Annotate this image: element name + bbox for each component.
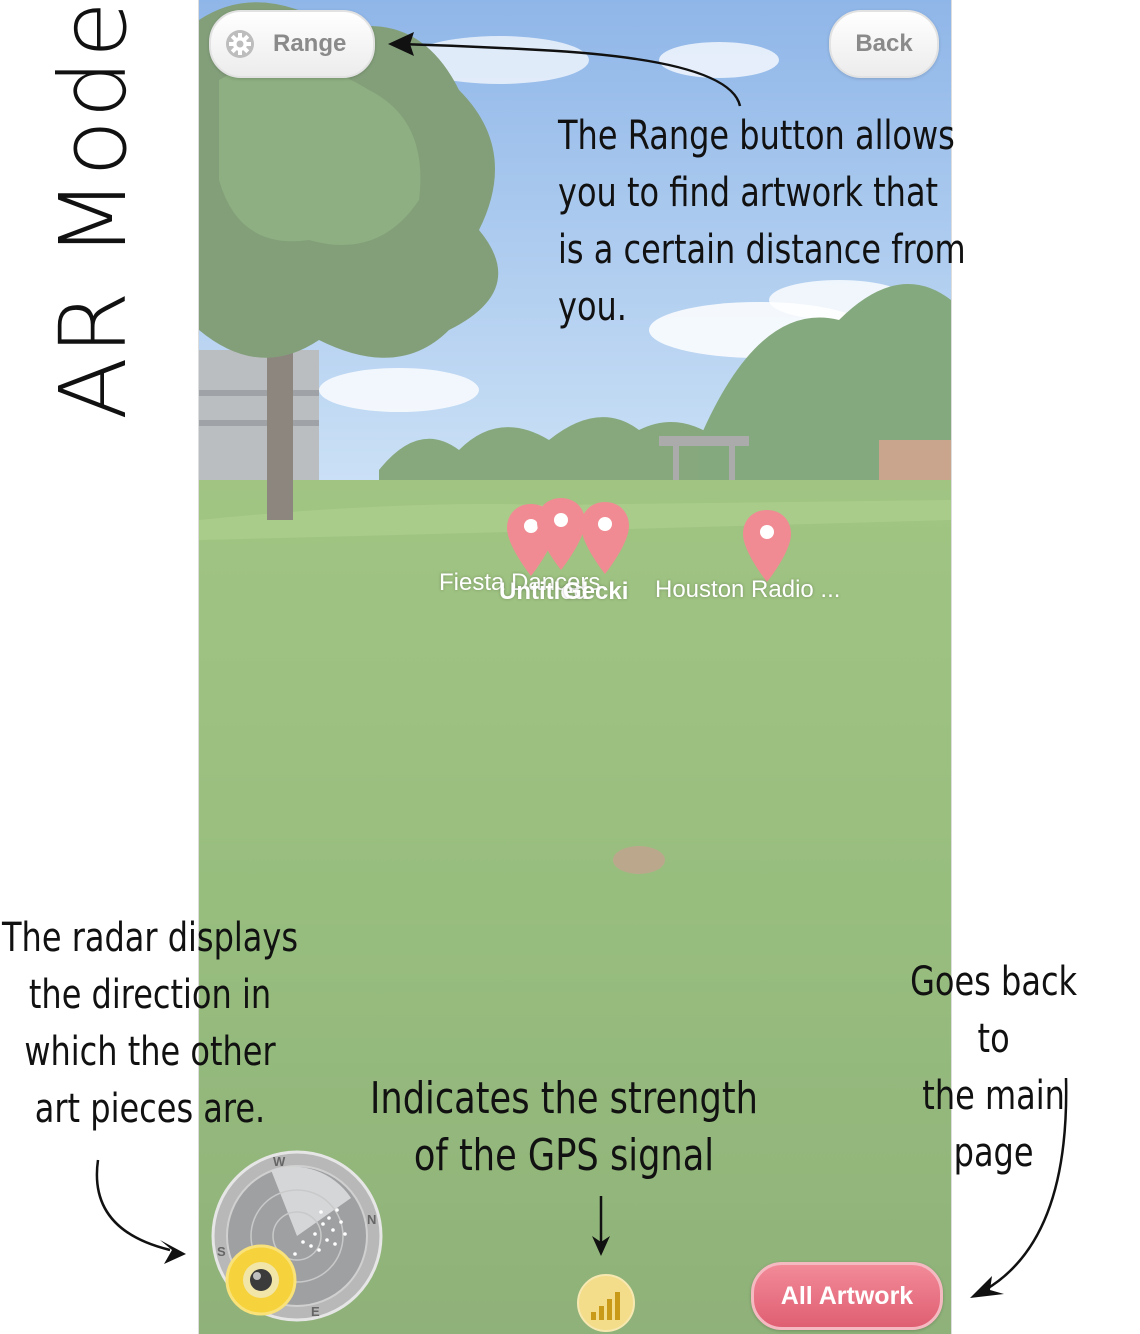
- marker-label-houston-radio[interactable]: Houston Radio ...: [655, 576, 841, 603]
- marker-label-untitled[interactable]: Untitled: [499, 578, 589, 605]
- annotation-gps: Indicates the strength of the GPS signal: [370, 1073, 758, 1181]
- gear-icon: [226, 30, 254, 58]
- annotation-range: The Range button allows you to find artw…: [558, 113, 966, 330]
- annotation-radar: The radar displays the direction in whic…: [2, 915, 298, 1132]
- map-pin-icon[interactable]: [579, 500, 631, 576]
- range-button-label: Range: [273, 30, 347, 57]
- radar-direction-s: S: [217, 1244, 226, 1259]
- map-pin-icon[interactable]: [535, 496, 587, 572]
- radar-arrow: [95, 1159, 171, 1252]
- page-title: AR Mode: [40, 0, 147, 420]
- back-button-label: Back: [855, 30, 913, 57]
- radar-direction-e: E: [311, 1304, 320, 1319]
- range-button[interactable]: Range: [209, 10, 375, 78]
- back-button[interactable]: Back: [829, 10, 939, 78]
- radar-direction-n: N: [367, 1212, 376, 1227]
- annotation-back: Goes back to the main page: [910, 959, 1078, 1176]
- marker-label-fiesta-dancers[interactable]: Fiesta Dancers: [439, 569, 601, 596]
- camera-icon[interactable]: [225, 1244, 297, 1316]
- marker-label-gecki[interactable]: Gecki: [563, 578, 629, 605]
- map-pin-icon[interactable]: [741, 508, 793, 584]
- gps-signal-indicator: [577, 1274, 635, 1332]
- radar-direction-w: W: [273, 1154, 286, 1169]
- radar-icon[interactable]: W N S E: [211, 1150, 383, 1322]
- signal-bars-icon: [591, 1292, 620, 1320]
- all-artwork-button[interactable]: All Artwork: [751, 1262, 943, 1330]
